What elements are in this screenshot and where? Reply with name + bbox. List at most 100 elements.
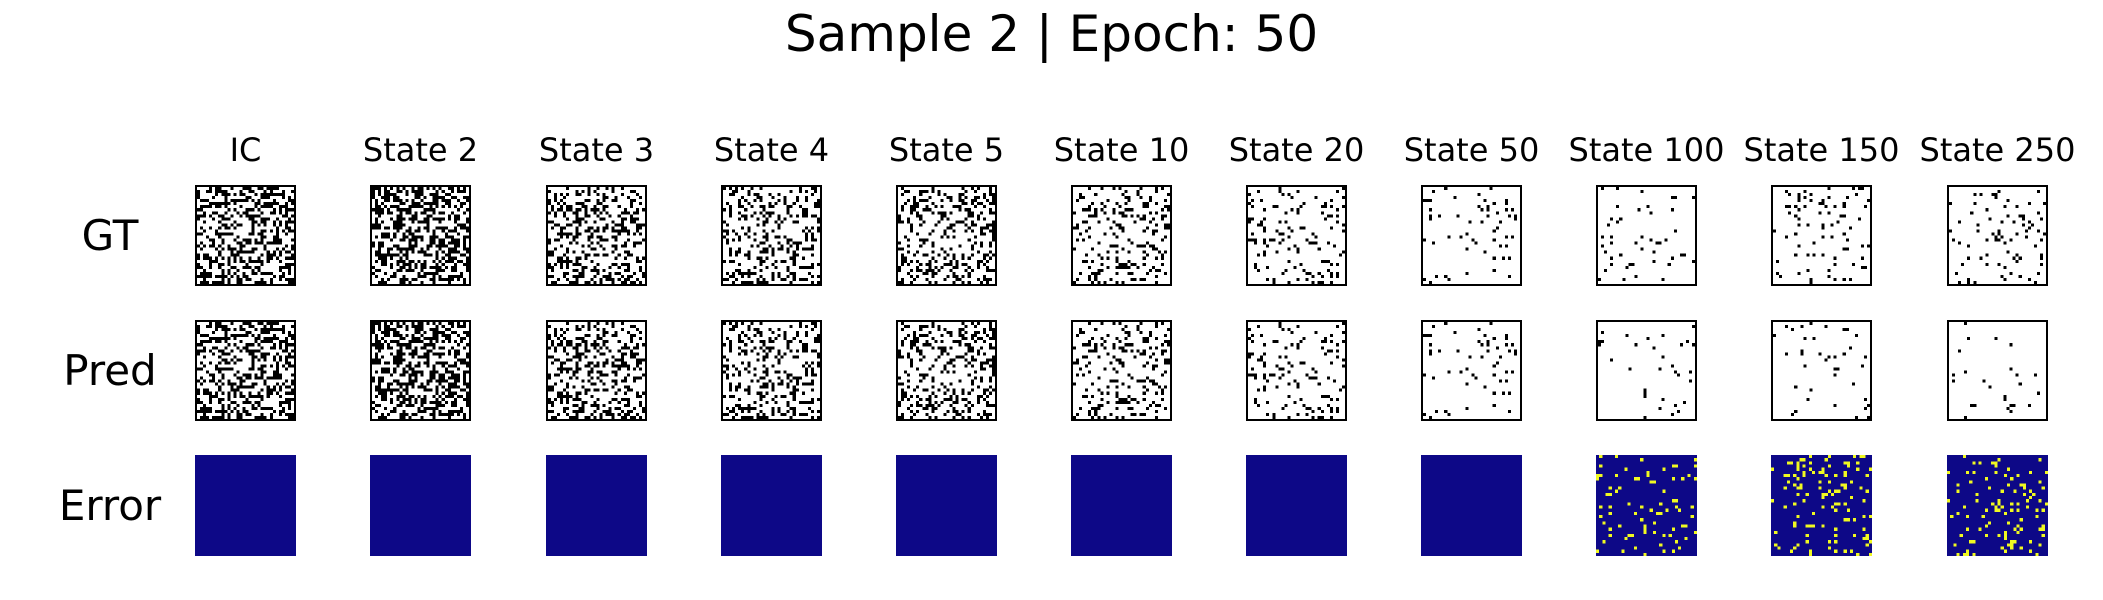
alive-cell bbox=[456, 214, 460, 218]
alive-cell bbox=[260, 373, 264, 377]
alive-cell bbox=[967, 343, 971, 347]
alive-cell bbox=[378, 349, 382, 353]
alive-cell bbox=[429, 214, 433, 218]
alive-cell bbox=[230, 214, 234, 218]
alive-cell bbox=[620, 397, 624, 401]
alive-cell bbox=[402, 247, 406, 251]
alive-cell bbox=[943, 229, 947, 233]
alive-cell bbox=[290, 229, 294, 233]
alive-cell bbox=[1076, 373, 1080, 377]
alive-cell bbox=[435, 217, 439, 221]
alive-cell bbox=[414, 202, 418, 206]
alive-cell bbox=[227, 208, 231, 212]
alive-cell bbox=[462, 397, 466, 401]
alive-cell bbox=[402, 322, 406, 326]
alive-cell bbox=[638, 415, 642, 419]
alive-cell bbox=[581, 217, 585, 221]
alive-cell bbox=[1988, 217, 1992, 221]
alive-cell bbox=[777, 199, 781, 203]
alive-cell bbox=[1480, 343, 1484, 347]
alive-cell bbox=[275, 370, 279, 374]
alive-cell bbox=[1257, 253, 1261, 257]
alive-cell bbox=[1130, 343, 1134, 347]
alive-cell bbox=[224, 232, 228, 236]
error-cell bbox=[1671, 477, 1675, 481]
alive-cell bbox=[768, 205, 772, 209]
alive-cell bbox=[753, 265, 757, 269]
alive-cell bbox=[272, 223, 276, 227]
alive-cell bbox=[1091, 247, 1095, 251]
alive-cell bbox=[1329, 409, 1333, 413]
alive-cell bbox=[581, 400, 585, 404]
alive-cell bbox=[979, 367, 983, 371]
alive-cell bbox=[372, 325, 376, 329]
alive-cell bbox=[447, 340, 451, 344]
alive-cell bbox=[913, 196, 917, 200]
alive-cell bbox=[563, 337, 567, 341]
alive-cell bbox=[2036, 229, 2040, 233]
alive-cell bbox=[928, 331, 932, 335]
alive-cell bbox=[970, 349, 974, 353]
alive-cell bbox=[1275, 385, 1279, 389]
alive-cell bbox=[1112, 346, 1116, 350]
alive-cell bbox=[405, 256, 409, 260]
alive-cell bbox=[976, 412, 980, 416]
alive-cell bbox=[462, 331, 466, 335]
alive-cell bbox=[587, 238, 591, 242]
alive-cell bbox=[1806, 397, 1810, 401]
alive-cell bbox=[804, 412, 808, 416]
alive-cell bbox=[1160, 262, 1164, 266]
alive-cell bbox=[1257, 325, 1261, 329]
alive-cell bbox=[732, 193, 736, 197]
alive-cell bbox=[949, 196, 953, 200]
alive-cell bbox=[599, 280, 603, 284]
alive-cell bbox=[1486, 340, 1490, 344]
alive-cell bbox=[967, 271, 971, 275]
error-cell bbox=[1786, 480, 1790, 484]
alive-cell bbox=[2036, 271, 2040, 275]
alive-cell bbox=[1148, 211, 1152, 215]
alive-cell bbox=[227, 412, 231, 416]
alive-cell bbox=[1486, 349, 1490, 353]
alive-cell bbox=[569, 394, 573, 398]
alive-cell bbox=[396, 205, 400, 209]
alive-cell bbox=[1332, 244, 1336, 248]
alive-cell bbox=[375, 361, 379, 365]
alive-cell bbox=[414, 364, 418, 368]
alive-cell bbox=[420, 190, 424, 194]
alive-cell bbox=[242, 400, 246, 404]
alive-cell bbox=[949, 226, 953, 230]
alive-cell bbox=[408, 244, 412, 248]
alive-cell bbox=[441, 250, 445, 254]
alive-cell bbox=[411, 325, 415, 329]
alive-cell bbox=[393, 361, 397, 365]
alive-cell bbox=[557, 394, 561, 398]
alive-cell bbox=[245, 373, 249, 377]
alive-cell bbox=[816, 415, 820, 419]
alive-cell bbox=[396, 220, 400, 224]
alive-cell bbox=[230, 274, 234, 278]
error-cell bbox=[1687, 473, 1691, 478]
alive-cell bbox=[578, 337, 582, 341]
alive-cell bbox=[726, 367, 730, 371]
alive-cell bbox=[1091, 415, 1095, 419]
alive-cell bbox=[1130, 208, 1134, 212]
heatmap-grid bbox=[1949, 322, 2046, 419]
alive-cell bbox=[1278, 232, 1282, 236]
alive-cell bbox=[426, 223, 430, 227]
alive-cell bbox=[901, 247, 905, 251]
error-cell bbox=[1633, 546, 1638, 550]
alive-cell bbox=[1848, 346, 1852, 350]
alive-cell bbox=[227, 268, 231, 272]
alive-cell bbox=[952, 340, 956, 344]
alive-cell bbox=[922, 241, 926, 245]
alive-cell bbox=[1341, 331, 1345, 335]
alive-cell bbox=[1314, 241, 1318, 245]
alive-cell bbox=[563, 202, 567, 206]
alive-cell bbox=[384, 256, 388, 260]
alive-cell bbox=[575, 415, 579, 419]
error-cell bbox=[1821, 496, 1825, 500]
alive-cell bbox=[251, 208, 255, 212]
alive-cell bbox=[1438, 214, 1442, 218]
alive-cell bbox=[605, 409, 609, 413]
